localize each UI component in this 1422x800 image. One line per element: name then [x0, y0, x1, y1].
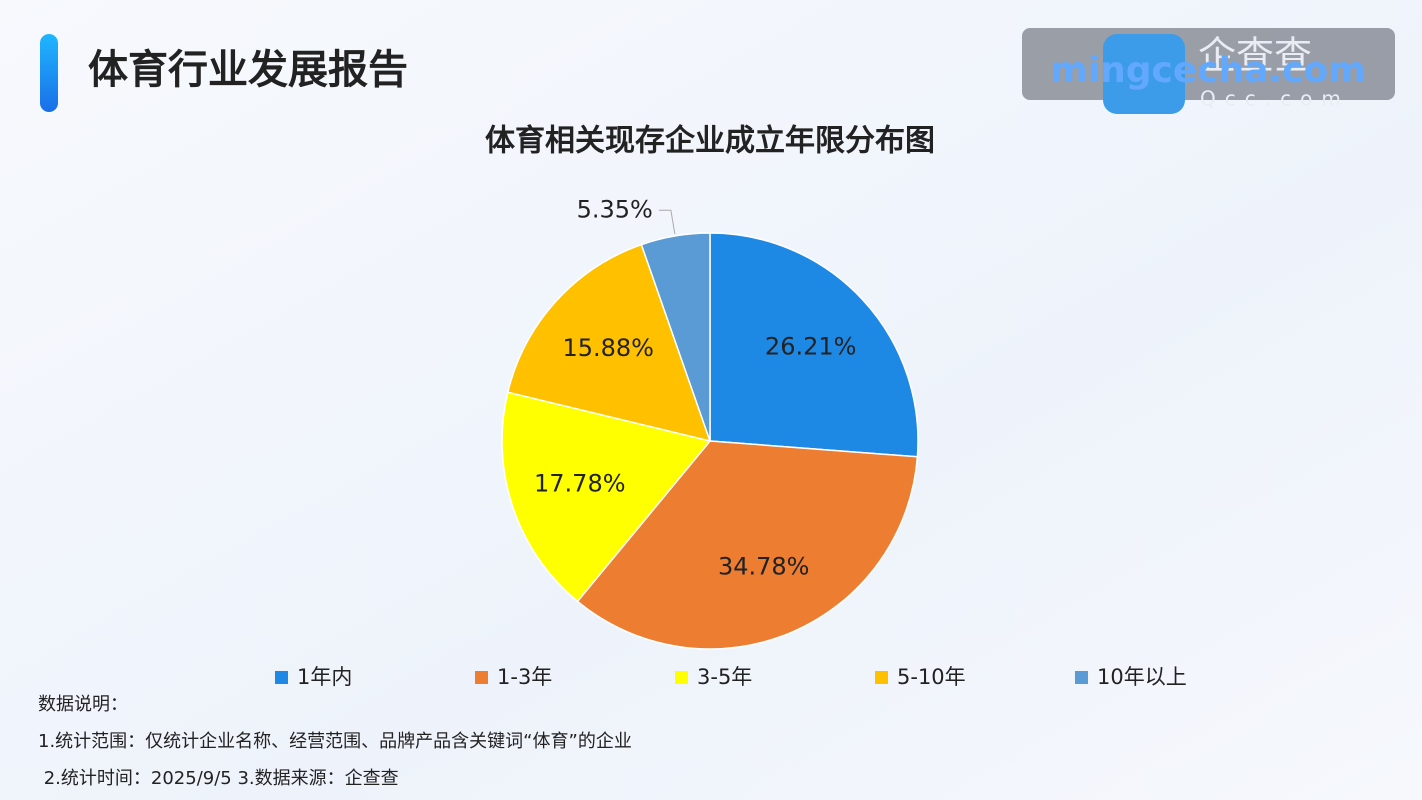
data-label: 15.88% — [562, 334, 654, 362]
legend-swatch — [675, 671, 688, 684]
legend-label: 3-5年 — [697, 665, 752, 689]
header-accent — [40, 34, 58, 112]
leader-line — [658, 209, 676, 235]
notes-heading: 数据说明： — [38, 694, 128, 715]
watermark: 企查查 Qcc.com mingcecha.com — [1022, 28, 1395, 114]
header-title: 体育行业发展报告 — [88, 47, 408, 93]
logo-icon — [1103, 34, 1185, 114]
chart-title: 体育相关现存企业成立年限分布图 — [485, 124, 935, 159]
data-label: 26.21% — [765, 333, 857, 361]
legend-label: 1年内 — [297, 665, 352, 689]
legend-swatch — [875, 671, 888, 684]
pie-slice — [501, 391, 712, 603]
notes-line: 1.统计范围：仅统计企业名称、经营范围、品牌产品含关键词“体育”的企业 — [38, 731, 632, 752]
legend-swatch — [1075, 671, 1088, 684]
notes-line: 2.统计时间：2025/9/5 3.数据来源：企查查 — [38, 768, 399, 789]
pie-slice — [640, 232, 711, 442]
data-label: 17.78% — [534, 469, 626, 497]
legend-label: 1-3年 — [497, 665, 552, 689]
logo-domain: Qcc.com — [1200, 87, 1350, 111]
legend-swatch — [275, 671, 288, 684]
legend-label: 10年以上 — [1097, 665, 1187, 689]
data-label: 5.35% — [577, 195, 653, 223]
data-label: 34.78% — [718, 552, 810, 580]
watermark-site: mingcecha.com — [1050, 50, 1366, 91]
legend-swatch — [475, 671, 488, 684]
pie-slice — [576, 440, 919, 650]
legend-label: 5-10年 — [897, 665, 966, 689]
logo-text: 企查查 — [1198, 34, 1312, 78]
pie-slice — [709, 232, 919, 458]
pie-slice — [506, 243, 712, 443]
